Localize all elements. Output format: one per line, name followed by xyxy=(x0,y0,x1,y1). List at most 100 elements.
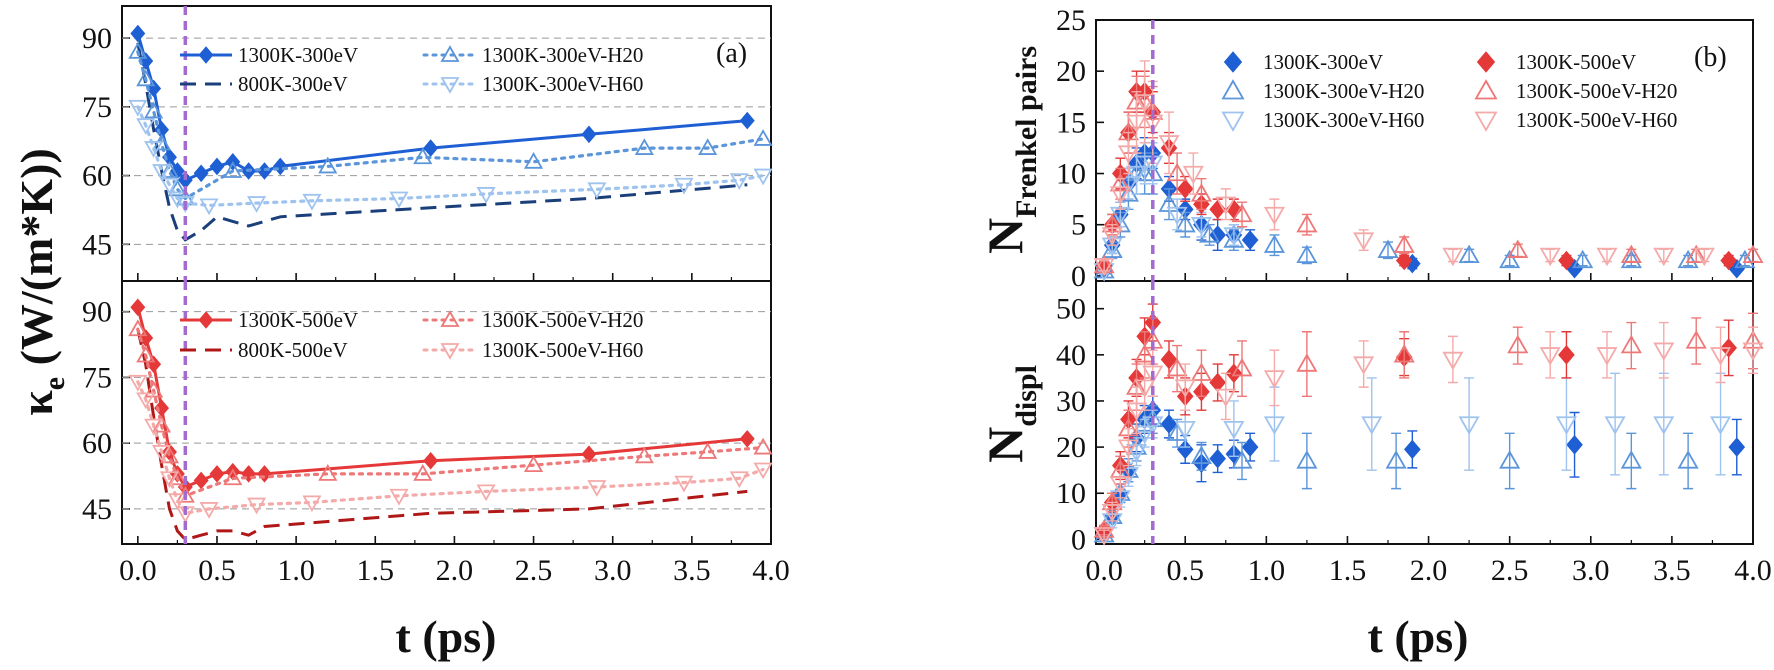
panel-a-top-point-1300k-300ev-h60 xyxy=(674,177,694,195)
panel-a-top-point-1300k-300ev-h20 xyxy=(159,161,180,178)
panel-b-top-point-1300k-300ev-h60 xyxy=(1190,217,1212,236)
panel-a-top-y-tick-label: 60 xyxy=(82,160,112,193)
panel-b-top-point-1300k-500ev-h60 xyxy=(1093,257,1115,277)
panel-a-bottom-y-tick-label: 45 xyxy=(82,493,112,526)
panel-a-bottom-point-1300k-500ev xyxy=(209,465,225,483)
panel-a-bottom-point-1300k-500ev-h20 xyxy=(128,319,148,337)
panel-b-top-point-1300k-300ev-h20 xyxy=(1223,229,1245,248)
panel-a-bottom-point-1300k-500ev-h60 xyxy=(587,480,607,497)
panel-a-bottom-line-1300k-500ev xyxy=(136,306,748,489)
panel-b-bottom-point-1300k-500ev-h20 xyxy=(1166,357,1188,377)
panel-b-top-point-1300k-300ev-h20 xyxy=(1572,249,1594,269)
panel-a-bottom-frame xyxy=(121,280,772,545)
panel-a-top-point-1300k-300ev-h60 xyxy=(389,191,409,209)
panel-b-bottom-errorbar-1300k-300ev-h60 xyxy=(1366,377,1377,471)
panel-a-bottom-point-1300k-500ev-h60 xyxy=(136,392,156,410)
panel-b-label: (b) xyxy=(1694,42,1727,73)
panel-b-top-point-1300k-300ev-h20 xyxy=(1263,234,1285,253)
panel-b-bottom-errorbar-1300k-500ev-h20 xyxy=(1237,340,1247,398)
panel-b-bottom-errorbar-1300k-500ev-h20 xyxy=(1399,331,1410,379)
panel-a-bottom-point-1300k-500ev-h60 xyxy=(144,418,164,436)
panel-b-bottom-errorbar-1300k-500ev-h60 xyxy=(1269,349,1280,407)
panel-b-top-point-1300k-500ev-h20 xyxy=(1231,203,1253,223)
panel-b-bottom-errorbar-1300k-500ev-h20 xyxy=(1512,326,1523,365)
panel-b-bottom-point-1300k-300ev-h60 xyxy=(1604,416,1626,435)
panel-a-bottom-x-tick-label: 2.0 xyxy=(436,554,474,587)
panel-a-bottom-legend-label: 800K-500eV xyxy=(238,338,348,362)
panel-b-top-point-1300k-300ev-h20 xyxy=(1734,249,1756,269)
panel-b-bottom-errorbar-1300k-300ev-h60 xyxy=(1658,372,1669,476)
panel-b-bottom-frame xyxy=(1095,280,1754,545)
panel-a-bottom-point-1300k-500ev xyxy=(739,430,755,448)
panel-b-top-point-1300k-300ev-h60 xyxy=(1166,206,1188,226)
panel-b-bottom-point-1300k-300ev xyxy=(1404,439,1421,460)
panel-b-top-errorbar-1300k-500ev-h60 xyxy=(1188,152,1199,195)
panel-a-top-point-1300k-300ev xyxy=(130,24,146,43)
panel-a-top-point-1300k-300ev-h60 xyxy=(302,193,322,211)
panel-a-bottom-legend-label: 1300K-500eV-H60 xyxy=(482,338,643,362)
panel-a-bottom-point-1300k-500ev-h20 xyxy=(159,446,180,464)
panel-b-top-point-1300k-500ev-h20 xyxy=(1166,162,1188,182)
panel-a-bottom-y-tick-label: 60 xyxy=(82,427,112,460)
panel-a-top-legend-label: 1300K-300eV xyxy=(238,43,358,67)
panel-a-top-point-1300k-300ev-h20 xyxy=(167,179,187,197)
panel-b-top-point-1300k-500ev-h20 xyxy=(1296,213,1318,233)
panel-b-bottom-point-1300k-500ev-h60 xyxy=(1101,504,1123,523)
panel-b-bottom-point-1300k-300ev-h20 xyxy=(1296,450,1318,469)
panel-a-bottom-y-tick-label: 90 xyxy=(82,296,112,329)
panel-a-x-axis-label: t (ps) xyxy=(396,611,497,662)
panel-b-bottom-errorbar-1300k-300ev-h20 xyxy=(1237,441,1247,481)
panel-b-bottom-y-tick-label: 0 xyxy=(1071,523,1086,556)
panel-b-top-plot xyxy=(1093,19,1764,282)
panel-b-top-point-1300k-500ev xyxy=(1176,179,1194,199)
panel-a-bottom-x-tick-label: 0.5 xyxy=(198,554,236,587)
panel-b-legend-label: 1300K-500eV-H60 xyxy=(1516,108,1677,132)
panel-b-top-point-1300k-500ev-h60 xyxy=(1693,247,1715,267)
panel-a-bottom-x-tick-label: 4.0 xyxy=(752,554,790,587)
panel-a-top-point-1300k-300ev-h20 xyxy=(753,129,773,146)
panel-a-top-point-1300k-300ev-h20 xyxy=(524,152,544,169)
panel-b-bottom-errorbar-1300k-500ev-h60 xyxy=(1545,331,1556,379)
panel-a-bottom-point-1300k-500ev-h60 xyxy=(302,495,322,513)
panel-b-top-point-1300k-500ev-h60 xyxy=(1653,247,1675,267)
panel-a-bottom-point-1300k-500ev-h20 xyxy=(136,345,156,363)
panel-a-bottom-line-1300k-500ev-h20 xyxy=(136,327,765,498)
panel-b-top-y-tick-label: 5 xyxy=(1071,209,1086,242)
panel-b-bottom-point-1300k-500ev-h60 xyxy=(1742,342,1764,362)
panel-a-bottom-legend: 1300K-500eV 800K-500eV 1300K-500eV-H20 1300… xyxy=(180,308,643,362)
panel-b-top-errorbar-1300k-300ev-h20 xyxy=(1301,246,1312,265)
panel-b-bottom-errorbar-1300k-300ev-h20 xyxy=(1504,432,1515,490)
panel-a-top-legend-label: 1300K-300eV-H20 xyxy=(482,43,643,67)
panel-b-bottom-point-1300k-500ev-h60 xyxy=(1126,402,1148,422)
panel-a-top-point-1300k-300ev xyxy=(581,125,597,144)
panel-b-bottom-point-1300k-500ev-h60 xyxy=(1710,347,1732,366)
panel-b-bottom-x-tick-label: 3.5 xyxy=(1653,554,1691,587)
panel-b-top-point-1300k-500ev-h20 xyxy=(1190,183,1212,202)
panel-b-bottom-point-1300k-500ev-h60 xyxy=(1142,365,1164,385)
panel-b-top-point-1300k-500ev-h20 xyxy=(1507,239,1529,258)
panel-a-bottom-point-1300k-500ev-h20 xyxy=(223,468,243,486)
panel-a-y-axis-kappa: κ xyxy=(11,390,62,416)
panel-b-top-point-1300k-500ev-h20 xyxy=(1742,244,1764,264)
panel-b-top-frame xyxy=(1095,19,1754,282)
panel-a-bottom-line-1300k-500ev-h60 xyxy=(136,380,765,516)
panel-a-y-axis-subscript: e xyxy=(38,377,71,390)
panel-a-bottom-point-1300k-500ev-h60 xyxy=(674,475,694,493)
panel-b-top-point-1300k-300ev-h60 xyxy=(1126,165,1148,185)
panel-b-bottom-errorbar-1300k-500ev-h60 xyxy=(1715,326,1726,384)
panel-a-bottom-point-1300k-500ev xyxy=(241,465,257,483)
panel-b-top-y-tick-label: 10 xyxy=(1056,158,1086,191)
panel-a-top-point-1300k-300ev xyxy=(272,157,288,176)
panel-b-top-point-1300k-300ev-h20 xyxy=(1296,244,1318,264)
panel-b-bottom-y-tick-label: 20 xyxy=(1056,431,1086,464)
panel-b-top-point-1300k-300ev-h20 xyxy=(1174,213,1196,233)
panel-a-bottom-point-1300k-500ev-h60 xyxy=(246,497,267,515)
panel-b-top-point-1300k-500ev-h60 xyxy=(1126,114,1148,134)
panel-b-bottom-errorbar-1300k-300ev-h20 xyxy=(1391,432,1402,490)
panel-b-top-point-1300k-500ev-h60 xyxy=(1353,232,1375,251)
panel-b-legend-marker-1300k-300ev-h60 xyxy=(1221,111,1245,132)
panel-a-y-tick-labels: 45 60 75 90 45 60 75 90 0 5 10 15 20 25 0 10 20 30 40 50 xyxy=(82,4,1086,556)
panel-b-top-point-1300k-500ev-h60 xyxy=(1109,186,1131,205)
panel-b-bottom-point-1300k-500ev-h60 xyxy=(1442,351,1464,371)
